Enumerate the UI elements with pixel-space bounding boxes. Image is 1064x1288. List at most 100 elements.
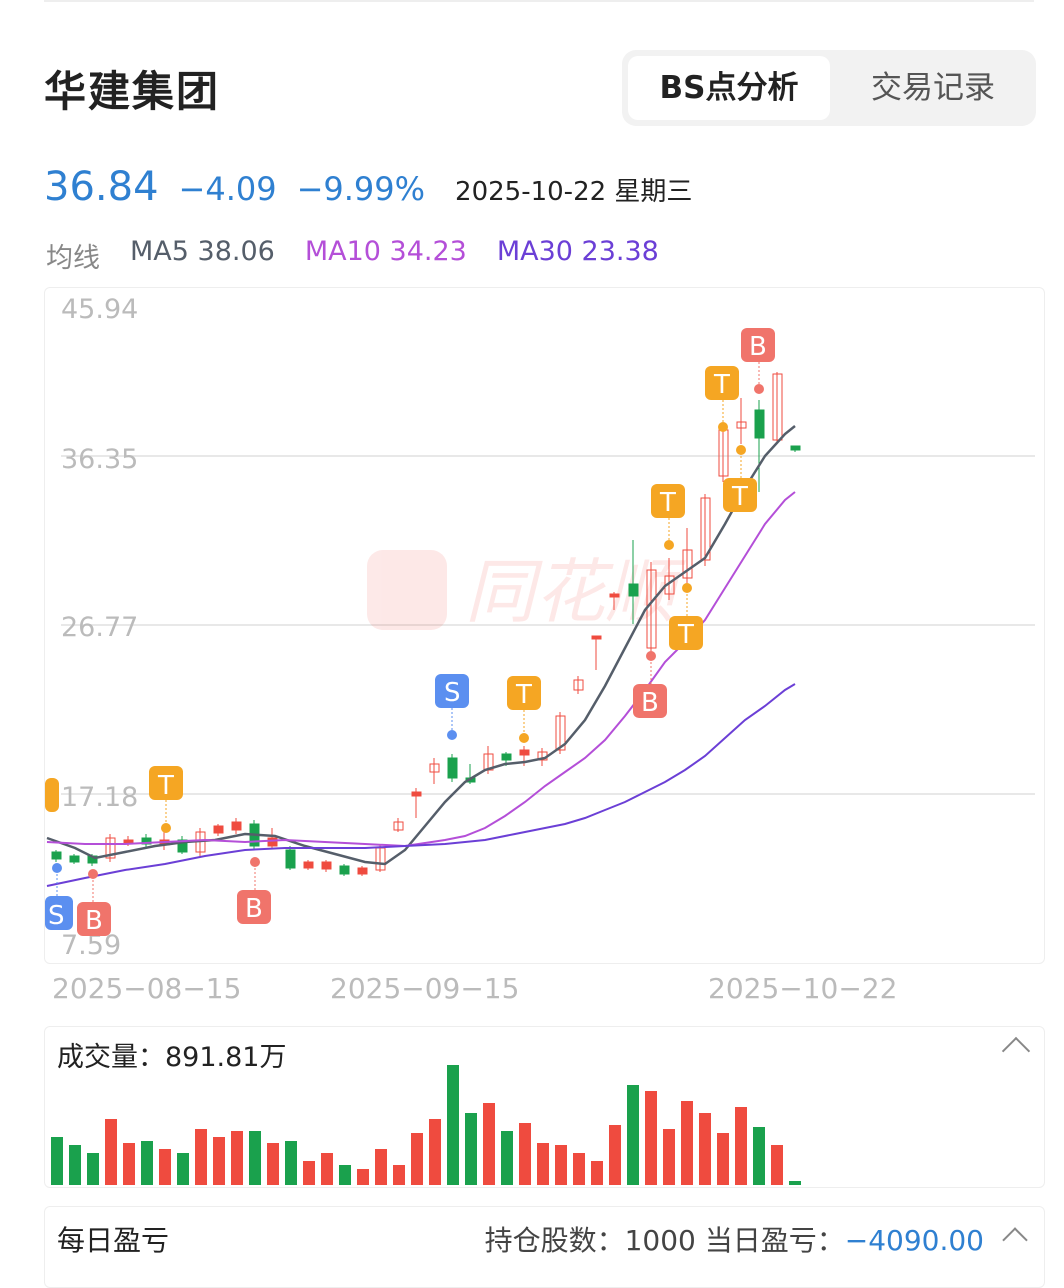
signal-marker: B	[237, 857, 271, 924]
svg-text:B: B	[749, 332, 767, 362]
current-price: 36.84	[44, 164, 159, 210]
candle	[772, 372, 783, 444]
ma-label: 均线	[46, 243, 100, 274]
kline-svg: 同花顺 45.94 36.35 26.77 17.18 7.59	[45, 294, 1035, 961]
candle	[718, 426, 729, 482]
signal-marker: T	[651, 484, 685, 550]
candle	[51, 850, 62, 862]
candle	[754, 400, 765, 492]
svg-text:B: B	[245, 894, 263, 924]
x-tick-3: 2025−10−22	[708, 972, 898, 1005]
volume-bar	[105, 1119, 117, 1185]
tab-trade-records[interactable]: 交易记录	[871, 70, 995, 106]
kline-chart[interactable]: 同花顺 45.94 36.35 26.77 17.18 7.59	[44, 287, 1045, 964]
volume-bar	[681, 1101, 693, 1185]
watermark: 同花顺	[367, 550, 686, 633]
stock-name: 华建集团	[44, 67, 221, 116]
svg-text:T: T	[731, 482, 748, 512]
volume-bar	[267, 1143, 279, 1185]
candle	[177, 836, 188, 854]
ma30-line	[46, 683, 796, 887]
ma-legend: 均线 MA5 38.06 MA10 34.23 MA30 23.38	[46, 236, 659, 275]
volume-bar	[375, 1149, 387, 1185]
volume-bar	[69, 1145, 81, 1185]
view-switcher: BS点分析 交易记录	[622, 50, 1036, 126]
volume-bar	[483, 1103, 495, 1185]
ma5-value: MA5 38.06	[130, 236, 275, 267]
ma30-value: MA30 23.38	[496, 236, 659, 267]
volume-panel[interactable]: 成交量：891.81万	[44, 1026, 1045, 1188]
volume-bar	[357, 1169, 369, 1185]
volume-bar	[249, 1131, 261, 1185]
candle	[573, 676, 584, 694]
svg-text:同花顺: 同花顺	[465, 551, 686, 633]
svg-text:S: S	[48, 901, 65, 931]
svg-text:T: T	[677, 620, 694, 650]
candle	[682, 528, 693, 584]
volume-bar	[303, 1161, 315, 1185]
candle	[285, 846, 296, 870]
volume-bar	[231, 1131, 243, 1185]
candle	[339, 864, 350, 876]
y-tick-4: 17.18	[61, 782, 138, 813]
svg-text:T: T	[713, 370, 730, 400]
candle	[700, 494, 711, 566]
volume-bar	[177, 1153, 189, 1185]
volume-bar	[501, 1131, 513, 1185]
candle	[141, 834, 152, 848]
volume-bar	[753, 1127, 765, 1185]
volume-bar	[735, 1107, 747, 1185]
volume-bars	[51, 1065, 801, 1185]
signal-marker: T	[507, 676, 541, 743]
volume-bar	[537, 1143, 549, 1185]
volume-bar	[159, 1149, 171, 1185]
daily-pnl-summary: 持仓股数：1000 当日盈亏：−4090.00	[485, 1219, 984, 1259]
candle	[790, 445, 801, 452]
svg-text:T: T	[515, 680, 532, 710]
signal-marker: S	[435, 674, 469, 740]
svg-text:T: T	[659, 488, 676, 518]
volume-bar	[663, 1129, 675, 1185]
candle	[231, 818, 242, 834]
y-tick-2: 36.35	[61, 444, 138, 475]
x-tick-1: 2025−08−15	[52, 972, 242, 1005]
signal-marker: S	[45, 863, 73, 931]
volume-bar	[465, 1113, 477, 1185]
candle	[69, 854, 80, 864]
daily-pnl-panel[interactable]: 每日盈亏 持仓股数：1000 当日盈亏：−4090.00	[44, 1206, 1045, 1288]
volume-bar	[429, 1119, 441, 1185]
signal-marker: T	[669, 583, 703, 650]
volume-bar	[285, 1141, 297, 1185]
y-tick-3: 26.77	[61, 612, 138, 643]
candle	[447, 754, 458, 782]
volume-bar	[213, 1137, 225, 1185]
signal-marker: B	[633, 651, 667, 718]
chevron-up-icon[interactable]	[1002, 1227, 1028, 1253]
candle	[267, 828, 278, 848]
candle	[213, 824, 224, 836]
quote-date: 2025-10-22 星期三	[455, 177, 693, 207]
volume-bar	[555, 1145, 567, 1185]
volume-label: 成交量：891.81万	[57, 1042, 287, 1073]
volume-bar	[645, 1091, 657, 1185]
ma10-line	[46, 491, 796, 848]
volume-bar	[717, 1133, 729, 1185]
quote-row: 36.84 −4.09 −9.99% 2025-10-22 星期三	[44, 164, 692, 220]
candle	[393, 818, 404, 832]
volume-bar	[141, 1141, 153, 1185]
candle	[736, 398, 747, 444]
ma10-value: MA10 34.23	[304, 236, 467, 267]
svg-text:B: B	[641, 688, 659, 718]
candle	[105, 834, 116, 862]
x-tick-2: 2025−09−15	[330, 972, 520, 1005]
price-change: −4.09	[178, 170, 277, 208]
daily-pnl-label: 每日盈亏	[57, 1224, 170, 1257]
tab-bs-analysis[interactable]: BS点分析	[628, 56, 830, 120]
y-tick-1: 45.94	[61, 294, 138, 325]
price-change-percent: −9.99%	[296, 170, 426, 208]
volume-bar	[519, 1123, 531, 1185]
volume-bar	[393, 1165, 405, 1185]
volume-bar	[51, 1137, 63, 1185]
volume-bar	[339, 1165, 351, 1185]
volume-bar	[87, 1153, 99, 1185]
